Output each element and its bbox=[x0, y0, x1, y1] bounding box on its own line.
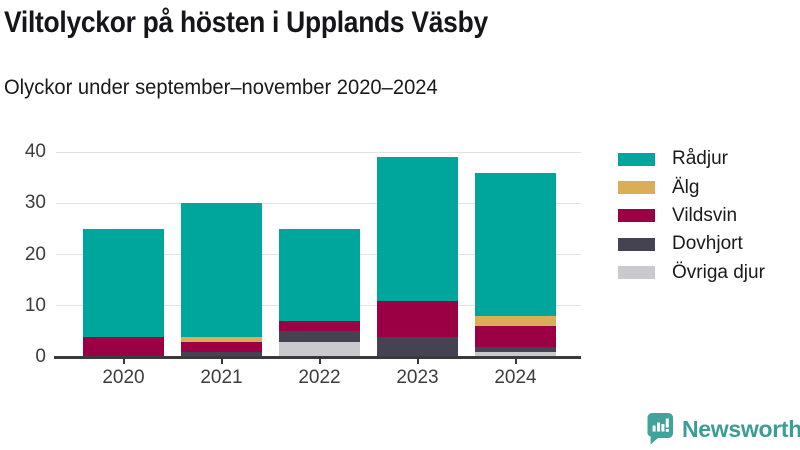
gridline bbox=[56, 151, 581, 153]
bar-segment bbox=[181, 341, 262, 352]
bar-segment bbox=[377, 300, 458, 337]
legend-item: Dovhjort bbox=[618, 230, 765, 258]
x-tick-label: 2023 bbox=[396, 367, 439, 388]
bar-segment bbox=[475, 316, 556, 327]
x-tick-label: 2021 bbox=[200, 367, 243, 388]
legend-item: Vildsvin bbox=[618, 202, 765, 230]
legend-item: Övriga djur bbox=[618, 259, 765, 287]
bar-segment bbox=[475, 346, 556, 352]
bar-2022 bbox=[279, 228, 360, 357]
x-tick bbox=[514, 358, 517, 364]
legend-item: Älg bbox=[618, 173, 765, 201]
bar-segment bbox=[475, 172, 556, 316]
bar-segment bbox=[181, 203, 262, 337]
y-tick-label: 0 bbox=[35, 346, 46, 367]
bar-segment bbox=[83, 228, 164, 337]
brand-name: Newsworthy bbox=[682, 415, 800, 442]
bar-2021 bbox=[181, 203, 262, 357]
page-subtitle: Olyckor under september–november 2020–20… bbox=[4, 76, 438, 99]
bar-segment bbox=[83, 336, 164, 357]
bar-segment bbox=[279, 321, 360, 332]
page-title: Viltolyckor på hösten i Upplands Väsby bbox=[4, 6, 488, 39]
x-axis-line bbox=[54, 356, 581, 359]
plot-area bbox=[56, 152, 577, 357]
bar-segment bbox=[279, 331, 360, 342]
y-tick-label: 10 bbox=[24, 294, 46, 316]
brand-logo: Newsworthy bbox=[646, 412, 800, 446]
bar-segment bbox=[475, 351, 556, 357]
y-tick-label: 30 bbox=[24, 192, 46, 214]
bar-2023 bbox=[377, 157, 458, 357]
legend-swatch bbox=[618, 266, 655, 280]
bar-2020 bbox=[83, 228, 164, 357]
x-tick-label: 2022 bbox=[298, 367, 341, 388]
legend-label: Övriga djur bbox=[672, 261, 765, 283]
chart-legend: Rådjur Älg Vildsvin Dovhjort Övriga djur bbox=[618, 145, 765, 287]
legend-swatch bbox=[618, 181, 655, 195]
legend-label: Älg bbox=[672, 176, 700, 198]
bar-segment bbox=[377, 157, 458, 301]
legend-swatch bbox=[618, 152, 655, 166]
legend-item: Rådjur bbox=[618, 145, 765, 173]
x-tick bbox=[220, 358, 223, 364]
x-tick bbox=[318, 358, 321, 364]
bar-2024 bbox=[475, 172, 556, 357]
legend-label: Vildsvin bbox=[672, 204, 738, 226]
bar-segment bbox=[279, 228, 360, 322]
newsworthy-logo-icon bbox=[647, 413, 673, 445]
gridline bbox=[56, 202, 581, 204]
bar-segment bbox=[279, 341, 360, 357]
legend-label: Rådjur bbox=[672, 148, 728, 170]
x-tick-label: 2020 bbox=[102, 367, 145, 388]
bar-segment bbox=[181, 351, 262, 357]
bar-segment bbox=[475, 326, 556, 347]
bar-segment bbox=[181, 336, 262, 342]
x-tick bbox=[122, 358, 125, 364]
y-tick-label: 40 bbox=[24, 141, 46, 162]
y-tick-label: 20 bbox=[24, 243, 46, 265]
bar-segment bbox=[377, 336, 458, 357]
legend-label: Dovhjort bbox=[672, 233, 743, 255]
legend-swatch bbox=[618, 209, 655, 223]
legend-swatch bbox=[618, 237, 655, 251]
x-tick-label: 2024 bbox=[494, 367, 537, 388]
y-axis-labels: 0 10 20 30 40 bbox=[0, 141, 46, 367]
x-tick bbox=[416, 358, 419, 364]
